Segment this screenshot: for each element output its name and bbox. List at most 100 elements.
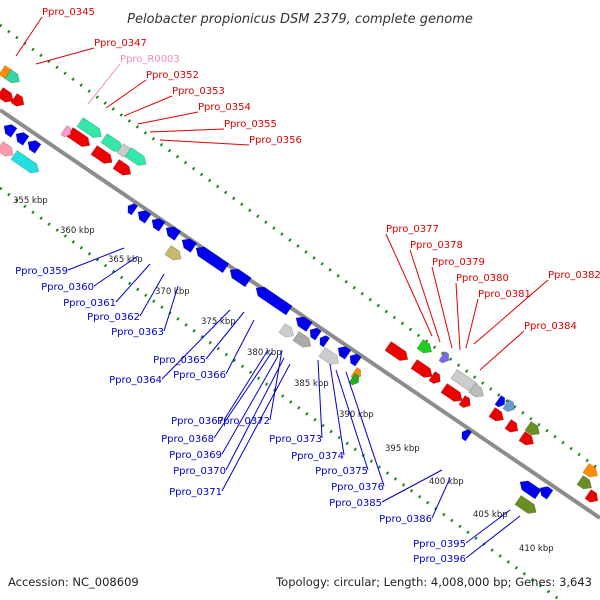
leader-line <box>159 139 250 146</box>
gene-feature <box>416 339 432 354</box>
gene-label: Ppro_0364 <box>109 375 162 386</box>
leader-line <box>221 363 291 492</box>
gene-label: Ppro_0347 <box>94 38 147 49</box>
gene-label: Ppro_0361 <box>63 298 116 309</box>
gene-label: Ppro_0362 <box>87 312 140 323</box>
gene-label: Ppro_0373 <box>269 434 322 445</box>
leader-line <box>115 263 151 303</box>
kbp-tick-label: 360 kbp <box>60 226 95 236</box>
leader-line <box>139 273 165 317</box>
gene-label: Ppro_0368 <box>161 434 214 445</box>
leader-line <box>345 371 385 487</box>
gene-feature <box>576 475 592 490</box>
leader-line <box>431 477 451 519</box>
gene-feature <box>76 117 102 139</box>
kbp-tick-label: 385 kbp <box>294 379 329 389</box>
gene-feature <box>514 495 537 514</box>
leader-line <box>409 249 441 343</box>
kbp-tick-label: 395 kbp <box>385 444 420 454</box>
gene-feature <box>27 140 42 154</box>
gene-feature <box>0 141 14 157</box>
gene-feature <box>319 335 331 348</box>
leader-line <box>223 349 269 421</box>
leader-line <box>225 357 285 471</box>
gene-feature <box>10 93 25 107</box>
leader-line <box>93 255 139 287</box>
gene-feature <box>124 147 147 166</box>
leader-line <box>15 16 43 57</box>
gene-label: Ppro_0369 <box>169 450 222 461</box>
gene-feature <box>195 246 230 274</box>
map-title: Pelobacter propionicus DSM 2379, complet… <box>127 12 473 27</box>
gene-label: Ppro_0371 <box>169 487 222 498</box>
gene-feature <box>10 150 40 174</box>
gene-feature <box>127 203 139 216</box>
gene-feature <box>309 327 322 341</box>
gene-feature <box>468 383 484 398</box>
gene-feature <box>318 347 339 365</box>
gene-label: Ppro_0370 <box>173 466 226 477</box>
gene-label: Ppro_0395 <box>413 539 466 550</box>
topology-text: Topology: circular; Length: 4,008,000 bp… <box>275 575 592 589</box>
gene-feature <box>348 373 360 386</box>
leader-line <box>161 309 231 380</box>
gene-feature <box>337 346 352 360</box>
gene-label: Ppro_0386 <box>379 514 432 525</box>
kbp-tick-label: 380 kbp <box>247 348 282 358</box>
leader-line <box>317 359 323 439</box>
gene-label: Ppro_0366 <box>173 370 226 381</box>
gene-feature <box>384 341 409 361</box>
leader-line <box>221 355 279 455</box>
gene-feature <box>90 145 113 164</box>
gene-feature <box>494 395 506 408</box>
gene-label: Ppro_0379 <box>432 257 485 268</box>
gene-feature <box>165 226 182 241</box>
gene-feature <box>112 159 132 176</box>
gene-feature <box>440 383 463 402</box>
leader-line <box>123 95 173 117</box>
gene-feature <box>410 359 433 378</box>
gene-feature <box>255 286 293 316</box>
gene-label: Ppro_0345 <box>42 7 95 18</box>
accession-text: Accession: NC_008609 <box>8 575 139 589</box>
gene-feature <box>164 245 182 261</box>
leader-line <box>329 363 345 456</box>
gene-feature <box>60 125 72 138</box>
leader-line <box>431 266 453 349</box>
kbp-tick-label: 400 kbp <box>429 477 464 487</box>
gene-feature <box>229 268 252 288</box>
gene-feature <box>137 210 152 224</box>
gene-label: Ppro_0396 <box>413 554 466 565</box>
gene-feature <box>3 124 18 138</box>
leader-line <box>455 282 461 351</box>
gene-feature <box>584 489 599 503</box>
leader-line <box>385 233 433 337</box>
leader-line <box>465 515 521 559</box>
gene-feature <box>461 429 473 442</box>
leader-line <box>269 349 283 421</box>
kbp-tick-label: 405 kbp <box>473 510 508 520</box>
gene-label: Ppro_0356 <box>249 135 302 146</box>
gene-feature <box>518 431 534 446</box>
gene-label: Ppro_0355 <box>224 119 277 130</box>
gene-label: Ppro_0359 <box>15 266 68 277</box>
gene-label: Ppro_0382 <box>548 270 600 281</box>
leader-line <box>335 369 369 471</box>
gene-label: Ppro_0376 <box>331 482 384 493</box>
gene-feature <box>295 316 313 332</box>
gene-feature <box>582 463 598 478</box>
gene-label: Ppro_0374 <box>291 451 344 462</box>
gene-label: Ppro_0385 <box>329 498 382 509</box>
leader-line <box>381 469 443 503</box>
leader-line <box>105 79 147 109</box>
leader-line <box>465 298 479 349</box>
gene-feature <box>438 351 450 364</box>
gene-label: Ppro_0353 <box>172 86 225 97</box>
gene-label: Ppro_0354 <box>198 102 251 113</box>
gene-feature <box>428 371 441 384</box>
gene-label: Ppro_0372 <box>217 416 270 427</box>
leader-line <box>35 47 95 65</box>
leader-line <box>213 351 273 439</box>
gene-label: Ppro_0381 <box>478 289 531 300</box>
